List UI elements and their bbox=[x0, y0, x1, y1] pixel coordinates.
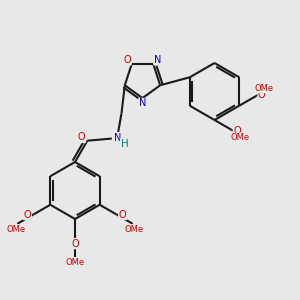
Text: OMe: OMe bbox=[230, 133, 249, 142]
Text: N: N bbox=[113, 133, 121, 143]
Text: O: O bbox=[71, 238, 79, 249]
Text: O: O bbox=[78, 132, 86, 142]
Text: OMe: OMe bbox=[65, 258, 85, 267]
Text: O: O bbox=[233, 126, 241, 136]
Text: N: N bbox=[154, 55, 162, 65]
Text: O: O bbox=[123, 55, 131, 65]
Text: O: O bbox=[119, 209, 126, 220]
Text: O: O bbox=[258, 89, 266, 100]
Text: N: N bbox=[139, 98, 146, 109]
Text: OMe: OMe bbox=[255, 84, 274, 93]
Text: H: H bbox=[121, 139, 128, 149]
Text: OMe: OMe bbox=[124, 225, 144, 234]
Text: OMe: OMe bbox=[6, 225, 26, 234]
Text: O: O bbox=[24, 209, 31, 220]
